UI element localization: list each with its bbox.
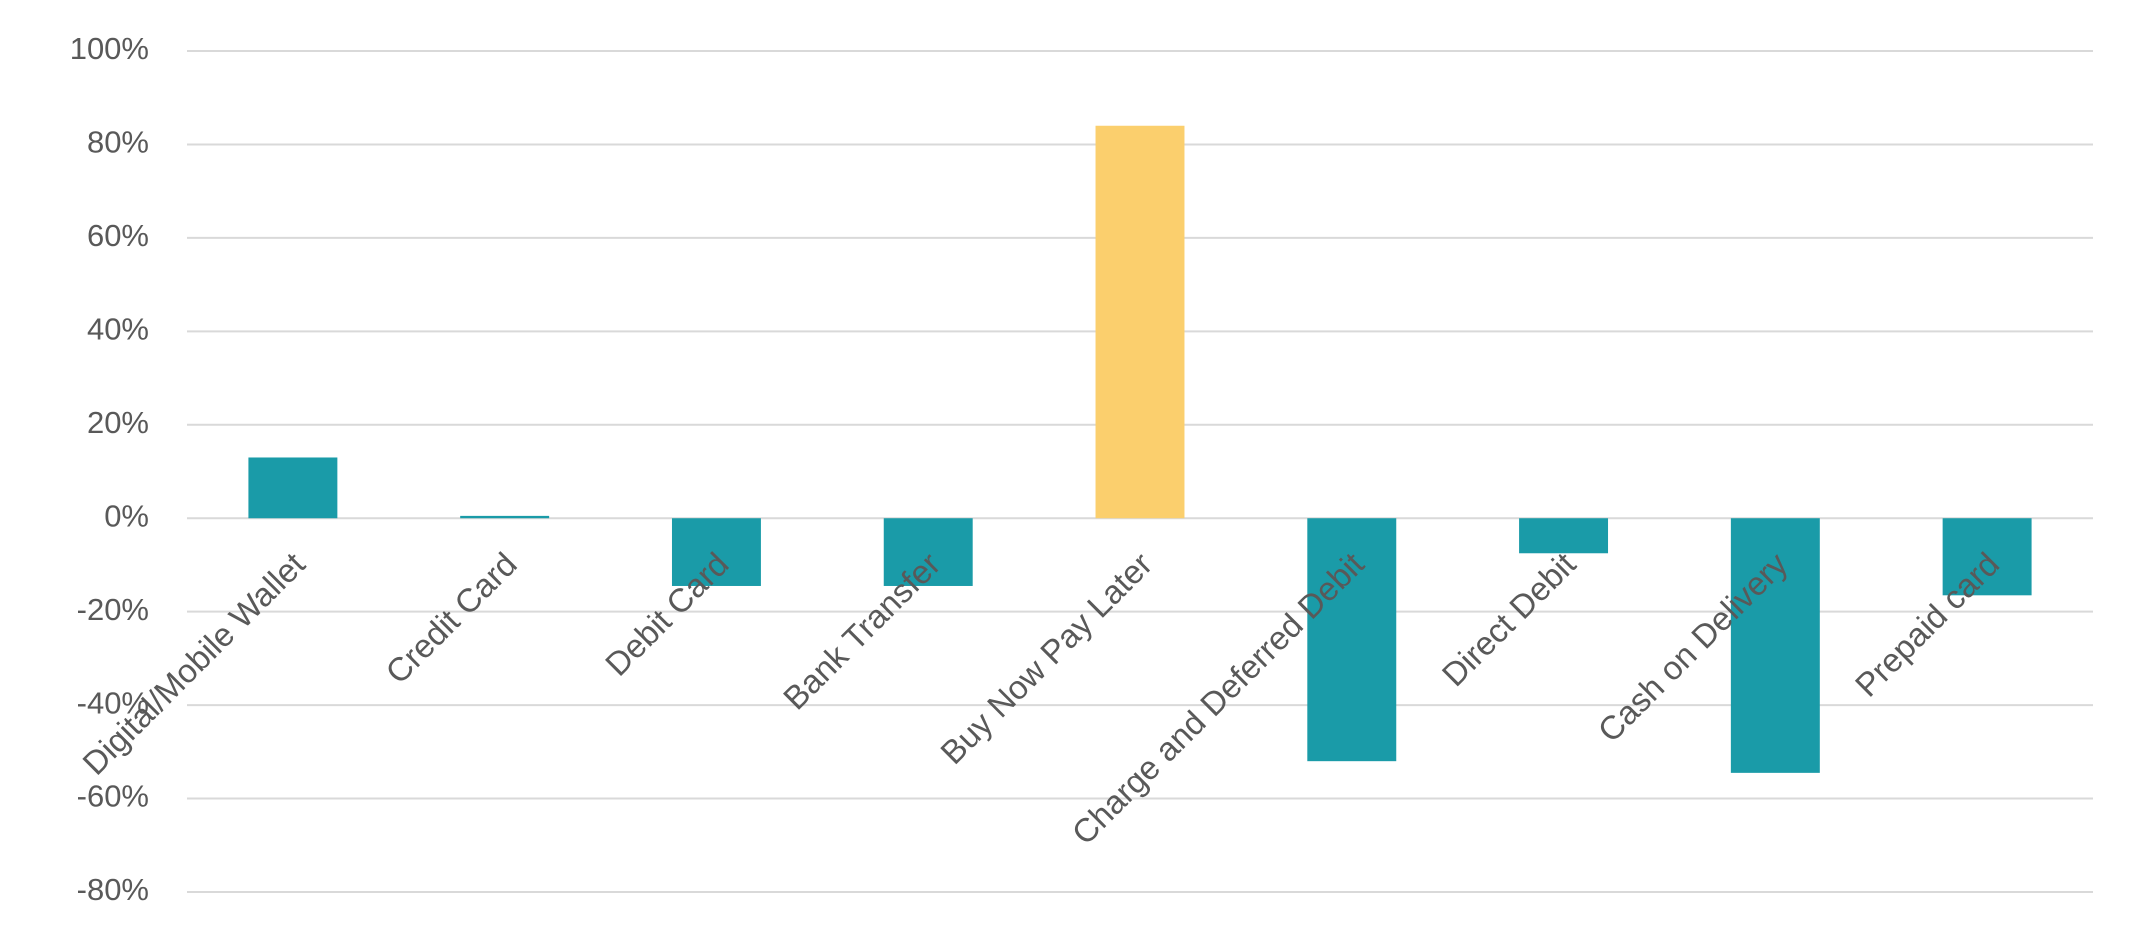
bar	[460, 515, 550, 519]
x-tick-label: Debit Card	[598, 545, 736, 683]
x-tick-label: Digital/Mobile Wallet	[75, 545, 312, 782]
bar	[1095, 125, 1185, 519]
bar	[1519, 518, 1609, 554]
y-tick-label: -60%	[77, 779, 149, 814]
x-tick-label: Direct Debit	[1435, 545, 1583, 693]
y-tick-label: 60%	[87, 218, 149, 253]
bar	[883, 518, 973, 586]
x-tick-label: Bank Transfer	[776, 545, 947, 716]
y-tick-label: 40%	[87, 312, 149, 347]
y-tick-label: -40%	[77, 685, 149, 720]
y-tick-label: 80%	[87, 125, 149, 160]
y-tick-label: 20%	[87, 405, 149, 440]
bar	[1307, 518, 1397, 762]
y-tick-label: 100%	[70, 31, 149, 66]
y-tick-label: 0%	[104, 498, 149, 533]
bar	[1942, 518, 2032, 596]
x-tick-label: Prepaid card	[1848, 545, 2006, 703]
y-tick-label: -20%	[77, 592, 149, 627]
x-tick-label: Credit Card	[378, 545, 523, 690]
y-tick-label: -80%	[77, 872, 149, 907]
bar	[1730, 518, 1820, 773]
bar	[248, 457, 338, 519]
bar	[671, 518, 761, 586]
